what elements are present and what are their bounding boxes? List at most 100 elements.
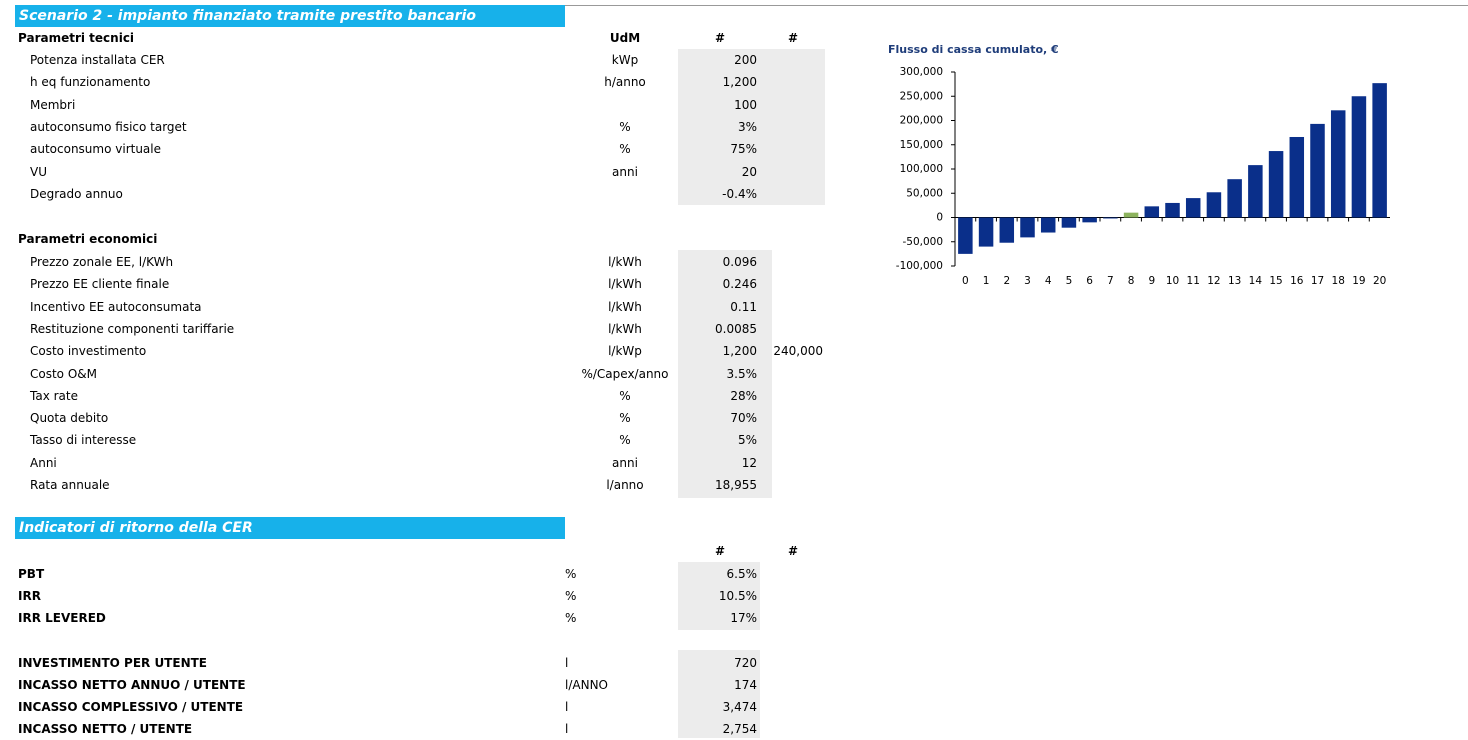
unit: anni [612,455,638,470]
value: 3.5% [726,366,758,381]
row-label: Prezzo zonale EE, l/KWh [30,255,174,269]
row-label: PBT [18,567,45,581]
unit: l/ANNO [565,678,608,692]
row-label: IRR [18,589,41,603]
x-tick-label: 20 [1373,275,1386,287]
unit: %/Capex/anno [581,366,669,381]
row-label: autoconsumo fisico target [30,119,187,134]
y-tick-label: 50,000 [906,187,943,199]
value: 1,200 [722,75,757,90]
unit: l/kWh [608,299,642,314]
x-tick-label: 19 [1352,275,1365,287]
x-tick-label: 1 [983,275,990,287]
x-tick-label: 12 [1207,275,1220,287]
x-tick-label: 5 [1066,275,1073,287]
row-label: Tax rate [30,388,78,403]
value: 174 [734,678,757,692]
bar [1040,217,1056,233]
value: 1,200 [722,344,757,359]
top-border [565,5,1468,6]
row-label: Costo investimento [30,344,147,359]
bar [1082,217,1097,223]
bar [1248,165,1263,218]
row-label: INCASSO NETTO / UTENTE [18,722,193,736]
unit: % [565,567,577,581]
unit: l/kWh [608,321,642,336]
column-header: # [787,31,799,45]
output-bg [678,562,760,630]
row-label: VU [30,164,47,179]
x-tick-label: 7 [1107,275,1114,287]
bar [1020,217,1035,238]
column-header: UdM [609,31,641,45]
unit: l/kWh [608,277,642,292]
value: 12 [741,455,757,470]
y-tick-label: 250,000 [900,90,943,102]
unit: % [619,411,631,426]
x-tick-label: 17 [1311,275,1324,287]
input-bg [678,250,772,498]
value: 3% [737,119,757,134]
unit: % [619,388,631,403]
y-tick-label: 0 [936,212,943,224]
x-tick-label: 10 [1166,275,1179,287]
section-heading: Parametri tecnici [18,31,135,45]
unit: % [619,142,631,157]
row-label: Tasso di interesse [30,433,137,448]
chart: Flusso di cassa cumulato, € -100,000 -50,… [888,43,1390,287]
unit: l [565,700,569,714]
value: 3,474 [722,700,757,714]
value: 0.0085 [715,321,757,336]
value: 18,955 [715,478,757,492]
value: 0.096 [722,255,757,269]
unit: l/kWp [608,344,642,359]
unit: % [565,589,577,603]
unit: h/anno [604,75,646,90]
x-tick-label: 11 [1187,275,1200,287]
output-bg [678,650,760,738]
bar [1227,179,1242,218]
row-label: Restituzione componenti tariffarie [30,321,235,336]
chart-title: Flusso di cassa cumulato, € [888,43,1059,56]
input-bg [678,49,825,205]
x-tick-label: 0 [962,275,969,287]
bar [978,217,994,247]
bar [1061,217,1077,228]
x-tick-label: 2 [1003,275,1010,287]
row-label: Degrado annuo [30,186,123,201]
row-label: Incentivo EE autoconsumata [30,299,202,314]
bar [1289,136,1305,218]
value: 240,000 [773,344,823,359]
unit: anni [612,164,638,179]
row-label: Anni [30,455,57,470]
indicators-title: Indicatori di ritorno della CER [15,517,565,539]
column-header: # [714,31,726,45]
x-tick-label: 13 [1228,275,1241,287]
value: 0.246 [722,277,757,292]
x-tick-label: 4 [1045,275,1052,287]
x-tick-label: 18 [1332,275,1345,287]
x-tick-label: 8 [1128,275,1135,287]
row-label: INVESTIMENTO PER UTENTE [18,656,207,670]
value: -0.4% [722,186,757,201]
unit: l/kWh [608,255,642,269]
bar [1123,212,1139,218]
row-label: h eq funzionamento [30,75,151,90]
x-tick-label: 3 [1024,275,1031,287]
value: 0.11 [730,299,757,314]
value: 75% [730,142,757,157]
unit: l [565,722,569,736]
bar [1185,198,1201,218]
row-label: Quota debito [30,411,109,426]
y-tick-label: 150,000 [900,139,943,151]
value: 6.5% [726,567,758,581]
value: 70% [730,411,757,426]
unit: l [565,656,569,670]
unit: % [619,433,631,448]
row-label: INCASSO NETTO ANNUO / UTENTE [18,678,246,692]
row-label: Potenza installata CER [30,53,165,67]
value: 20 [741,164,757,179]
value: 5% [737,433,757,448]
y-tick-label: 300,000 [900,66,943,78]
